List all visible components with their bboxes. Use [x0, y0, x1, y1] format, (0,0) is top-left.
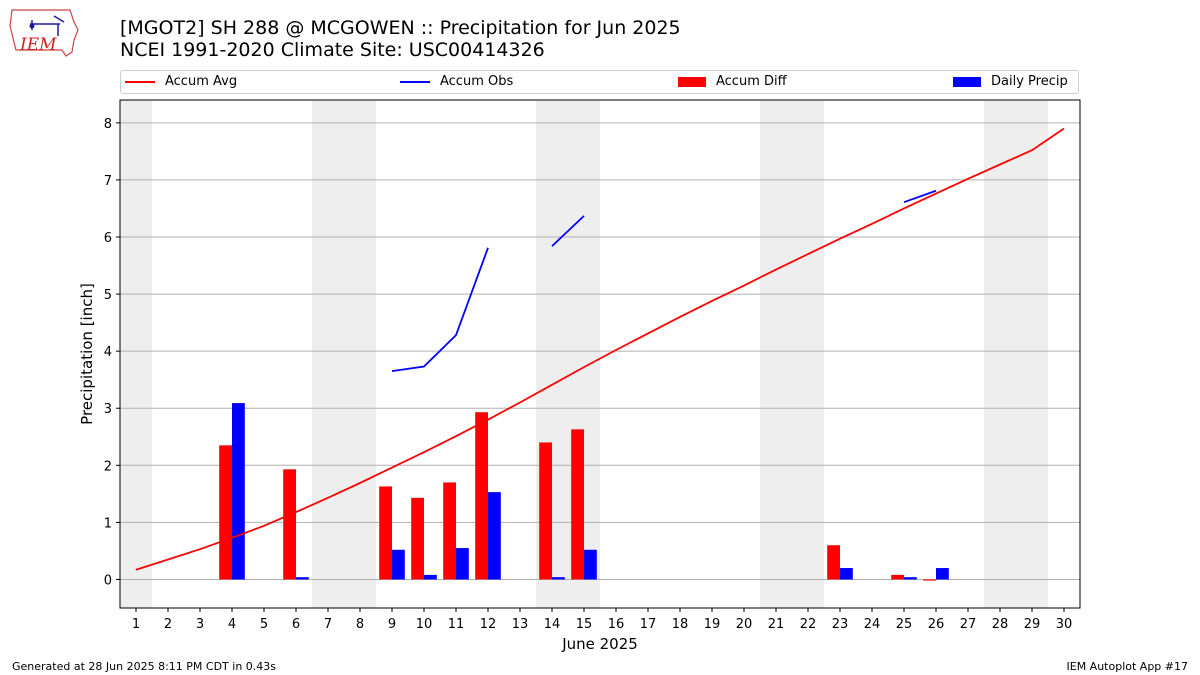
x-tick-label: 22 [800, 617, 817, 632]
bar-daily-precip [424, 574, 437, 580]
y-axis-label: Precipitation [inch] [78, 283, 96, 425]
footer-generated: Generated at 28 Jun 2025 8:11 PM CDT in … [12, 660, 277, 673]
x-tick-label: 25 [896, 617, 913, 632]
y-tick-label: 7 [104, 174, 112, 189]
y-tick-label: 8 [104, 117, 112, 132]
x-tick-label: 7 [324, 617, 332, 632]
x-tick-label: 3 [196, 617, 204, 632]
y-tick-label: 2 [104, 459, 112, 474]
sun-icon [29, 23, 35, 29]
legend-item-accum-obs: Accum Obs [400, 74, 513, 89]
bar-accum-diff [891, 574, 904, 580]
legend-item-accum-avg: Accum Avg [125, 74, 237, 89]
logo-text: IEM [19, 35, 57, 55]
x-tick-label: 21 [768, 617, 785, 632]
x-tick-label: 8 [356, 617, 364, 632]
y-tick-label: 0 [104, 573, 112, 588]
bar-accum-diff [923, 579, 936, 581]
bar-accum-diff [411, 497, 424, 580]
legend-label-accum-diff: Accum Diff [716, 74, 787, 89]
chart-title: [MGOT2] SH 288 @ MCGOWEN :: Precipitatio… [120, 17, 681, 39]
bar-daily-precip [488, 492, 501, 580]
line-accum-obs [391, 247, 489, 373]
bar-daily-precip [456, 548, 469, 580]
bar-accum-diff [443, 482, 456, 580]
legend-swatch-accum-diff [678, 76, 706, 87]
legend-item-accum-diff: Accum Diff [678, 74, 787, 89]
x-tick-label: 26 [928, 617, 945, 632]
legend-label-daily-precip: Daily Precip [991, 74, 1068, 89]
x-tick-label: 13 [512, 617, 529, 632]
iem-logo: IEM [9, 9, 79, 57]
weekend-shade [120, 100, 152, 608]
y-tick-label: 5 [104, 288, 112, 303]
bar-accum-diff [283, 469, 296, 580]
legend-label-accum-obs: Accum Obs [440, 74, 514, 89]
x-tick-label: 29 [1024, 617, 1041, 632]
x-axis-label: June 2025 [561, 635, 638, 653]
chart-subtitle: NCEI 1991-2020 Climate Site: USC00414326 [120, 39, 545, 61]
line-accum-obs [551, 215, 585, 247]
line-accum-obs [903, 189, 937, 204]
x-tick-label: 20 [736, 617, 753, 632]
weekend-shade [760, 100, 824, 608]
x-tick-label: 11 [448, 617, 465, 632]
y-tick-label: 4 [104, 345, 112, 360]
x-tick-label: 17 [640, 617, 657, 632]
x-tick-label: 30 [1056, 617, 1073, 632]
x-tick-label: 24 [864, 617, 881, 632]
bar-accum-diff [539, 442, 552, 580]
plot-frame [119, 99, 1081, 609]
bar-accum-diff [827, 545, 840, 580]
x-tick-label: 19 [704, 617, 721, 632]
weekend-shade [312, 100, 376, 608]
bar-accum-diff [571, 429, 584, 580]
bar-accum-diff [475, 412, 488, 580]
iowa-outline-icon [9, 9, 79, 57]
y-tick-label: 3 [104, 402, 112, 417]
legend-item-daily-precip: Daily Precip [953, 74, 1068, 89]
x-tick-label: 9 [388, 617, 396, 632]
weekend-shade [984, 100, 1048, 608]
bar-daily-precip [392, 549, 405, 580]
line-accum-avg [135, 127, 1065, 571]
bar-daily-precip [936, 568, 949, 580]
bar-daily-precip [232, 403, 245, 580]
footer-app: IEM Autoplot App #17 [1066, 660, 1189, 673]
bar-daily-precip [840, 568, 853, 580]
y-tick-label: 6 [104, 231, 112, 246]
bar-daily-precip [584, 549, 597, 580]
bar-accum-diff [379, 486, 392, 580]
x-tick-label: 15 [576, 617, 593, 632]
x-tick-label: 4 [228, 617, 236, 632]
x-tick-label: 23 [832, 617, 849, 632]
x-tick-label: 5 [260, 617, 268, 632]
x-tick-label: 12 [480, 617, 497, 632]
bar-daily-precip [296, 577, 309, 580]
x-tick-label: 18 [672, 617, 689, 632]
legend-swatch-accum-avg [125, 80, 155, 83]
x-tick-label: 1 [132, 617, 140, 632]
legend-swatch-accum-obs [400, 80, 430, 83]
x-tick-label: 16 [608, 617, 625, 632]
legend-label-accum-avg: Accum Avg [165, 74, 238, 89]
bar-daily-precip [904, 577, 917, 580]
bar-daily-precip [552, 577, 565, 580]
x-tick-label: 14 [544, 617, 561, 632]
x-tick-label: 6 [292, 617, 300, 632]
x-tick-label: 2 [164, 617, 172, 632]
legend: Accum Avg Accum Obs Accum Diff Daily Pre… [120, 70, 1079, 94]
x-tick-label: 28 [992, 617, 1009, 632]
x-tick-label: 10 [416, 617, 433, 632]
x-tick-label: 27 [960, 617, 977, 632]
bar-accum-diff [219, 445, 232, 580]
legend-swatch-daily-precip [953, 76, 981, 87]
y-tick-label: 1 [104, 516, 112, 531]
